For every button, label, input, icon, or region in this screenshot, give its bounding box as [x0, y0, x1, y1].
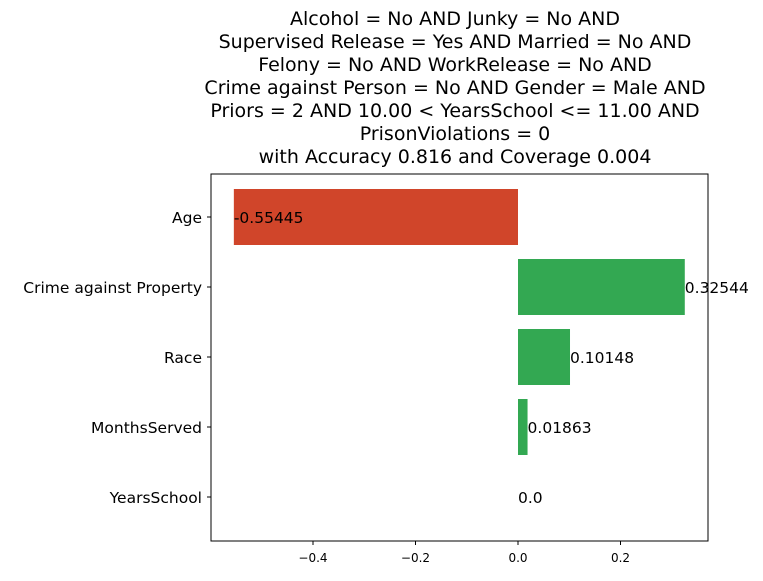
x-tick-label: 0.0 [508, 551, 527, 565]
x-tick-label: −0.4 [298, 551, 327, 565]
category-label-monthsserved: MonthsServed [91, 419, 202, 437]
value-label-yearsschool: 0.0 [518, 489, 543, 507]
y-axis-labels: Age Crime against Property Race MonthsServe… [23, 209, 211, 507]
title-line-4: Crime against Person = No AND Gender = M… [204, 77, 705, 99]
title-line-6: PrisonViolations = 0 [360, 123, 551, 145]
x-axis-ticks: −0.4 −0.2 0.0 0.2 [298, 541, 630, 565]
category-label-age: Age [172, 209, 202, 227]
title-line-3: Felony = No AND WorkRelease = No AND [258, 54, 652, 76]
title-line-5: Priors = 2 AND 10.00 < YearsSchool <= 11… [210, 100, 699, 122]
value-label-age: -0.55445 [234, 209, 304, 227]
x-tick-label: 0.2 [611, 551, 630, 565]
bar-age [233, 189, 519, 245]
category-label-race: Race [164, 349, 202, 367]
value-label-monthsserved: 0.01863 [528, 419, 592, 437]
chart-title: Alcohol = No AND Junky = No ANDSupervise… [204, 8, 705, 168]
title-line-7: with Accuracy 0.816 and Coverage 0.004 [259, 146, 652, 168]
category-label-crime-against-property: Crime against Property [23, 279, 202, 297]
title-line-2: Supervised Release = Yes AND Married = N… [219, 31, 692, 53]
x-tick-label: −0.2 [401, 551, 430, 565]
bar-monthsserved [518, 399, 528, 455]
bar-race [518, 329, 571, 385]
category-label-yearsschool: YearsSchool [109, 489, 202, 507]
title-line-1: Alcohol = No AND Junky = No AND [290, 8, 620, 30]
value-label-crime-against-property: 0.32544 [685, 279, 749, 297]
bar-crime-against-property [518, 259, 685, 315]
value-label-race: 0.10148 [570, 349, 634, 367]
bars: -0.55445 0.32544 0.10148 0.01863 0.0 [233, 189, 749, 507]
